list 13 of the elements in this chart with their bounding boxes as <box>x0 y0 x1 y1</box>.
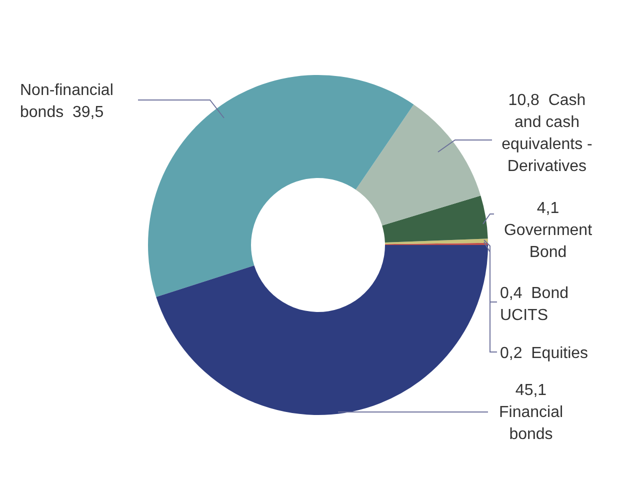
donut-slice <box>384 238 488 244</box>
slice-label: 0,2 Equities <box>500 345 588 362</box>
donut-slice <box>382 196 488 242</box>
data-label: 45,1 <box>515 382 547 399</box>
donut-slice <box>356 104 481 226</box>
donut-slice <box>156 245 488 415</box>
donut-slice <box>148 75 414 297</box>
slice-label: 0,4 Bond UCITS <box>500 285 568 324</box>
slice-label: 10,8 Cash and cash equivalents - Derivatives <box>502 92 592 175</box>
slice-label: Non-financial bonds 39,5 <box>20 82 114 121</box>
slice-label: Government Bond <box>504 222 593 261</box>
data-label: 4,1 <box>536 200 560 217</box>
slice-label: Financial bonds <box>498 404 564 443</box>
